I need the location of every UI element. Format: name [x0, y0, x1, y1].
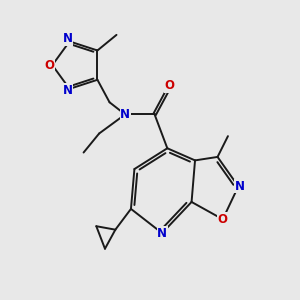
Text: N: N: [157, 226, 167, 240]
Text: N: N: [63, 84, 73, 97]
Text: N: N: [235, 180, 245, 193]
Text: N: N: [120, 108, 130, 121]
Text: O: O: [164, 79, 175, 92]
Text: O: O: [218, 213, 228, 226]
Text: O: O: [44, 58, 55, 72]
Text: N: N: [63, 32, 73, 45]
